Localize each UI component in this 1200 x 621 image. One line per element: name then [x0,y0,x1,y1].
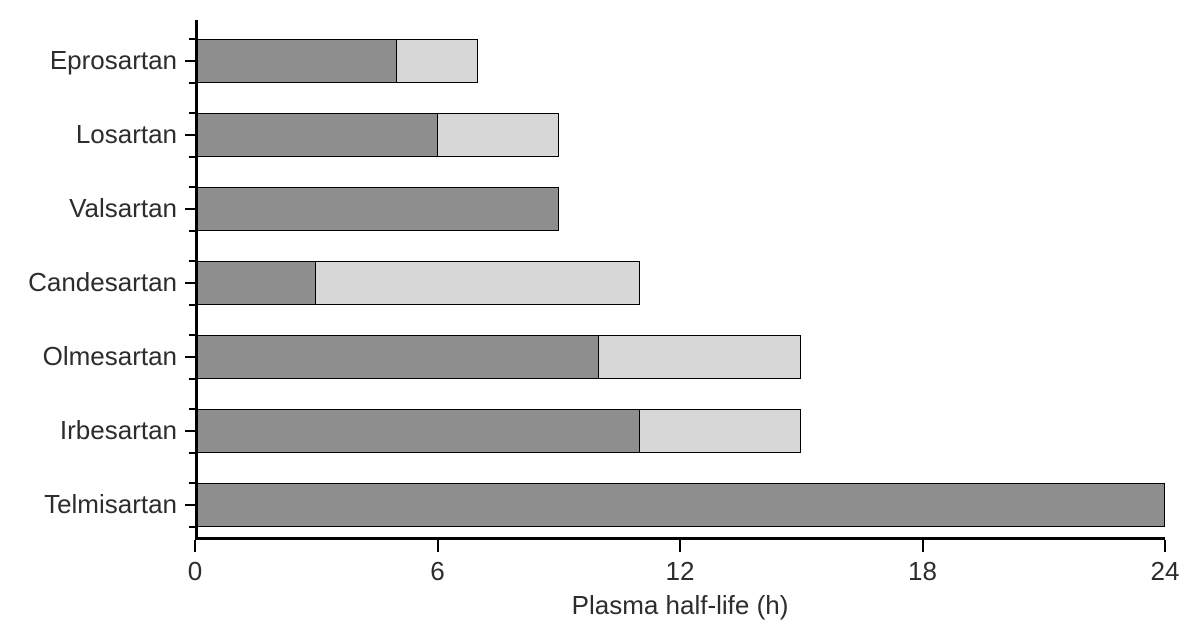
y-tick [185,356,195,358]
x-tick [437,540,439,552]
y-category-label: Telmisartan [44,489,177,520]
bar-light [397,39,478,83]
x-tick-label: 0 [188,556,202,587]
bar-dark [195,113,438,157]
y-tick [185,60,195,62]
x-tick [679,540,681,552]
x-tick-label: 12 [666,556,695,587]
y-tick [185,504,195,506]
x-tick [194,540,196,552]
bar-dark [195,335,599,379]
y-category-label: Valsartan [69,193,177,224]
x-tick-label: 6 [430,556,444,587]
bar-light [640,409,802,453]
y-category-label: Candesartan [28,267,177,298]
y-category-label: Irbesartan [60,415,177,446]
x-tick [922,540,924,552]
y-tick [185,282,195,284]
bar-dark [195,261,316,305]
y-category-label: Olmesartan [43,341,177,372]
y-category-label: Eprosartan [50,45,177,76]
x-axis-title: Plasma half-life (h) [572,590,789,621]
halflife-chart: Eprosartan Losartan Valsartan Candesartan Ol… [0,0,1200,616]
bar-dark [195,187,559,231]
y-category-label: Losartan [76,119,177,150]
y-tick [185,430,195,432]
bar-light [438,113,559,157]
x-tick-label: 18 [908,556,937,587]
y-tick [185,134,195,136]
bar-dark [195,483,1165,527]
x-tick [1164,540,1166,552]
bar-dark [195,39,397,83]
y-tick [185,208,195,210]
plot-area [195,20,1165,540]
bar-light [599,335,801,379]
y-axis [195,20,198,540]
x-tick-label: 24 [1151,556,1180,587]
bar-dark [195,409,640,453]
bar-light [316,261,639,305]
